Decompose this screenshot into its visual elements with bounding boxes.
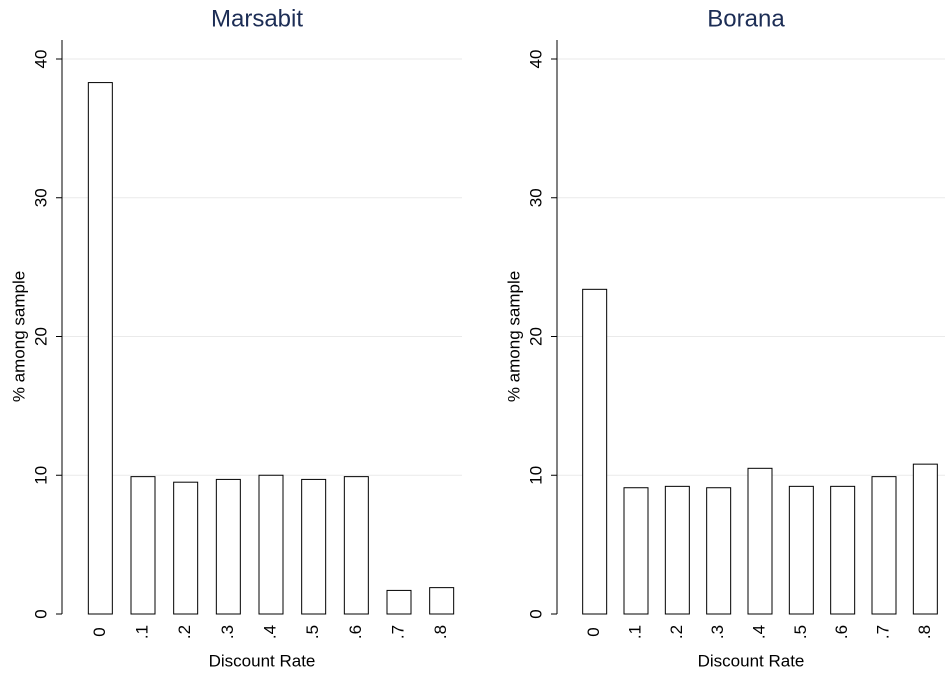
x-tick-label: .5 [303,625,322,639]
bar [429,587,455,615]
y-tick-label: 10 [31,466,50,485]
bar [706,487,732,615]
x-tick-label: .8 [431,625,450,639]
y-axis-label: % among sample [504,271,523,402]
chart-title: Marsabit [211,5,303,32]
bar [912,463,938,615]
bar [173,481,199,615]
x-tick-label: .8 [915,625,934,639]
x-tick-label: .7 [388,625,407,639]
bar [788,485,814,615]
y-tick-label: 20 [31,327,50,346]
bar [87,82,113,615]
x-tick-label: .1 [132,625,151,639]
bar [871,476,897,615]
x-axis-label: Discount Rate [209,651,316,670]
bar [215,478,241,615]
x-tick-label: .3 [708,625,727,639]
bar [386,589,412,615]
y-tick-label: 0 [31,609,50,618]
y-tick-label: 40 [526,50,545,69]
x-tick-label: .3 [218,625,237,639]
y-tick-label: 40 [31,50,50,69]
x-tick-label: .5 [791,625,810,639]
x-tick-label: .2 [667,625,686,639]
x-tick-label: .7 [873,625,892,639]
x-axis-label: Discount Rate [698,651,805,670]
bar [582,288,608,615]
y-tick-label: 10 [526,466,545,485]
bar [623,487,649,615]
x-tick-label: 0 [584,627,603,636]
y-tick-label: 30 [526,188,545,207]
y-axis-label: % among sample [9,271,28,402]
x-tick-label: .6 [346,625,365,639]
x-tick-label: .4 [260,625,279,639]
y-tick-label: 30 [31,188,50,207]
bar [747,467,773,615]
bar [664,485,690,615]
x-tick-label: .4 [749,625,768,639]
bar [830,485,856,615]
chart-title: Borana [707,5,785,32]
x-tick-label: .2 [175,625,194,639]
bar [258,474,284,615]
x-tick-label: .1 [625,625,644,639]
bar [301,478,327,615]
bar [343,476,369,615]
y-tick-label: 20 [526,327,545,346]
bar [130,476,156,615]
x-tick-label: .6 [832,625,851,639]
y-tick-label: 0 [526,609,545,618]
x-tick-label: 0 [90,627,109,636]
